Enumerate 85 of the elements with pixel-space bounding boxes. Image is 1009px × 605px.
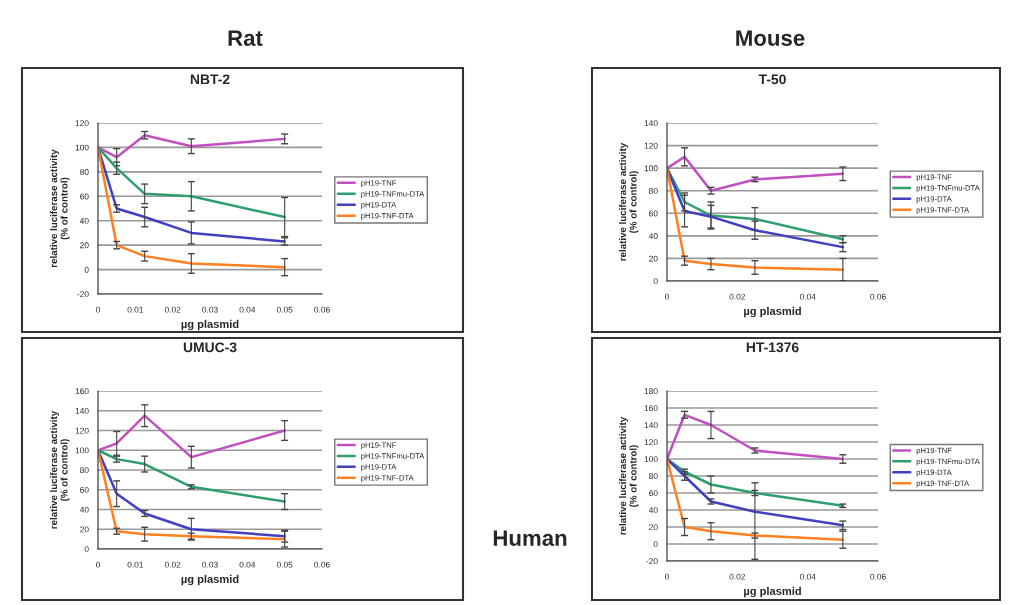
y-tick-label: 120 [75, 427, 89, 434]
y-tick-label: 160 [644, 405, 658, 412]
y-tick-label: 40 [648, 233, 658, 239]
text: Human [493, 530, 567, 546]
y-tick-label: 20 [80, 526, 89, 533]
y-tick-label: 80 [80, 169, 89, 175]
x-tick-label: 0.05 [276, 306, 293, 313]
y-axis-title: relative luciferase activity (% of control) [618, 416, 639, 535]
y-tick-label: 60 [80, 486, 89, 493]
line-series [98, 449, 286, 503]
y-tick-label: -20 [77, 291, 89, 298]
y-tick-label: 80 [649, 473, 658, 480]
y-tick-label: 0 [653, 278, 658, 285]
y-tick-label: 140 [75, 407, 89, 414]
y-tick-label: -20 [646, 558, 658, 565]
x-tick-label: 0.02 [164, 306, 181, 313]
chart-title: UMUC-3 [183, 342, 237, 353]
line-series [667, 166, 845, 271]
y-tick-label: 100 [644, 456, 658, 463]
y-tick-label: 20 [649, 524, 658, 531]
x-tick-label: 0.04 [799, 293, 816, 300]
y-tick-label: 0 [653, 541, 658, 548]
y-tick-label: 60 [649, 210, 658, 217]
line-series [98, 146, 286, 269]
y-tick-label: 100 [75, 447, 89, 454]
y-tick-label: 40 [79, 217, 89, 224]
x-tick-label: 0.05 [276, 561, 293, 568]
y-tick-label: 40 [648, 507, 658, 514]
x-tick-label: 0.06 [870, 573, 886, 580]
y-tick-label: 60 [80, 193, 89, 200]
y-tick-label: 80 [80, 467, 89, 474]
y-tick-label: 180 [644, 388, 658, 395]
x-tick-label: 0 [665, 293, 669, 300]
y-tick-label: 0 [84, 546, 89, 553]
x-tick-label: 0.06 [314, 561, 330, 568]
x-axis-title: µg plasmid [744, 306, 801, 318]
line-series [667, 457, 845, 541]
y-tick-label: 140 [644, 120, 658, 127]
y-tick-label: 100 [75, 144, 89, 151]
chart-title: HT-1376 [746, 342, 799, 353]
x-tick-label: 0.03 [202, 306, 218, 313]
x-axis-title: µg plasmid [744, 586, 801, 598]
x-tick-label: 0 [96, 561, 100, 568]
line-series [667, 457, 845, 527]
x-tick-label: 0.01 [127, 306, 144, 313]
chart-title: NBT-2 [190, 74, 230, 85]
y-axis-title: relative luciferase activity (% of control) [49, 410, 70, 529]
text: Rat [228, 30, 263, 46]
x-axis-title: µg plasmid [181, 574, 239, 586]
line-series [667, 413, 845, 461]
y-tick-label: 140 [644, 422, 658, 429]
y-tick-label: 120 [644, 142, 658, 149]
x-tick-label: 0.06 [870, 293, 886, 300]
x-tick-label: 0.04 [799, 573, 816, 580]
y-tick-label: 60 [649, 490, 658, 497]
y-tick-label: 20 [80, 242, 89, 249]
y-tick-label: 40 [79, 506, 89, 513]
line-series [98, 146, 286, 243]
x-tick-label: 0 [96, 306, 100, 313]
x-tick-label: 0.02 [164, 561, 181, 568]
x-tick-label: 0.04 [239, 561, 256, 568]
line-series [667, 457, 845, 507]
x-tick-label: 0.02 [729, 293, 746, 300]
y-axis-title: relative luciferase activity (% of control) [618, 142, 639, 261]
line-series [98, 133, 286, 159]
y-tick-label: 120 [75, 120, 89, 127]
y-axis-title: relative luciferase activity (% of control) [49, 149, 70, 268]
x-tick-label: 0.03 [202, 561, 218, 568]
y-tick-label: 160 [75, 388, 89, 395]
line-series [667, 155, 845, 192]
x-axis-title: µg plasmid [181, 319, 239, 331]
x-tick-label: 0 [665, 573, 669, 580]
x-tick-label: 0.04 [239, 306, 256, 313]
y-tick-label: 0 [84, 266, 89, 273]
x-tick-label: 0.02 [729, 573, 746, 580]
y-tick-label: 120 [644, 439, 658, 446]
line-series [98, 414, 286, 459]
x-tick-label: 0.01 [127, 561, 144, 568]
x-tick-label: 0.06 [314, 306, 330, 313]
line-series [98, 146, 286, 219]
text: Mouse [736, 30, 805, 46]
y-tick-label: 100 [644, 165, 658, 172]
y-tick-label: 80 [649, 187, 658, 194]
chart-title: T-50 [758, 74, 786, 85]
y-tick-label: 20 [649, 255, 658, 262]
